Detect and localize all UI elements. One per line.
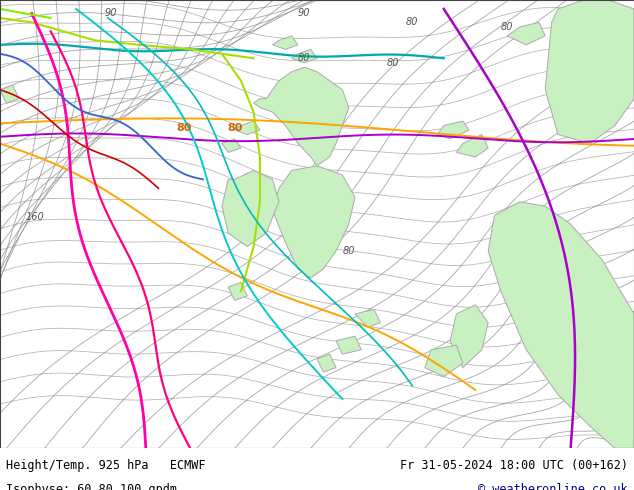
Text: 80: 80 bbox=[176, 123, 191, 133]
Polygon shape bbox=[488, 202, 634, 448]
Text: 80: 80 bbox=[342, 246, 355, 256]
Text: 80: 80 bbox=[227, 123, 242, 133]
Text: 90: 90 bbox=[298, 8, 311, 19]
Text: Height/Temp. 925 hPa   ECMWF: Height/Temp. 925 hPa ECMWF bbox=[6, 459, 206, 472]
Polygon shape bbox=[355, 309, 380, 327]
Polygon shape bbox=[317, 354, 336, 372]
Polygon shape bbox=[292, 49, 317, 63]
Text: © weatheronline.co.uk: © weatheronline.co.uk bbox=[478, 483, 628, 490]
Text: 90: 90 bbox=[105, 8, 117, 19]
Polygon shape bbox=[228, 282, 247, 300]
Polygon shape bbox=[425, 345, 463, 377]
Text: Fr 31-05-2024 18:00 UTC (00+162): Fr 31-05-2024 18:00 UTC (00+162) bbox=[399, 459, 628, 472]
Text: Isophyse: 60 80 100 gpdm: Isophyse: 60 80 100 gpdm bbox=[6, 483, 178, 490]
Text: 80: 80 bbox=[406, 18, 418, 27]
Text: 80: 80 bbox=[298, 53, 311, 63]
Polygon shape bbox=[0, 85, 19, 103]
Text: 80: 80 bbox=[501, 22, 514, 32]
Text: 160: 160 bbox=[25, 213, 44, 222]
Polygon shape bbox=[336, 336, 361, 354]
Polygon shape bbox=[545, 0, 634, 144]
Polygon shape bbox=[254, 67, 349, 166]
Polygon shape bbox=[456, 135, 488, 157]
Polygon shape bbox=[450, 305, 488, 368]
Polygon shape bbox=[507, 23, 545, 45]
Text: 80: 80 bbox=[387, 58, 399, 68]
Polygon shape bbox=[222, 171, 279, 246]
Polygon shape bbox=[222, 139, 241, 152]
Polygon shape bbox=[273, 166, 355, 278]
Polygon shape bbox=[273, 36, 298, 49]
Polygon shape bbox=[235, 121, 260, 135]
Polygon shape bbox=[437, 121, 469, 139]
